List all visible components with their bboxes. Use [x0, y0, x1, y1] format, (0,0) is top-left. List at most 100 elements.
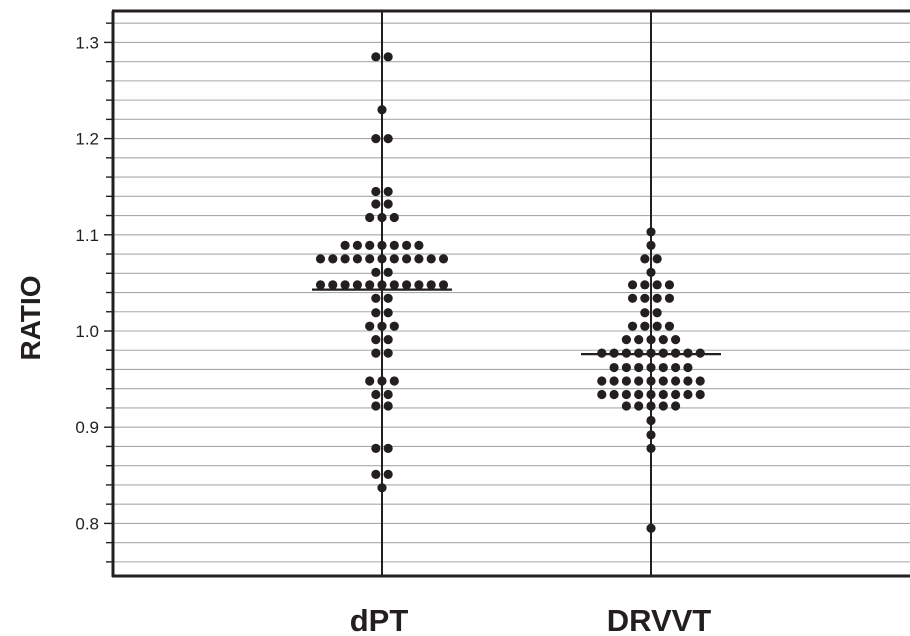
data-point-drvvt	[646, 335, 656, 345]
category-labels: dPT DRVVT	[350, 603, 712, 636]
data-point-dpt	[426, 280, 436, 290]
data-point-dpt	[389, 376, 399, 386]
data-point-dpt	[377, 280, 387, 290]
data-point-drvvt	[627, 293, 638, 303]
data-point-drvvt	[621, 401, 632, 411]
data-point-dpt	[383, 186, 393, 197]
data-point-dpt	[377, 254, 387, 264]
data-point-dpt	[402, 280, 412, 290]
data-point-dpt	[371, 335, 381, 345]
data-point-drvvt	[597, 389, 607, 400]
data-point-drvvt	[646, 240, 656, 250]
data-point-drvvt	[695, 376, 705, 386]
data-point-dpt	[340, 254, 350, 264]
data-point-drvvt	[671, 401, 681, 411]
data-point-dpt	[383, 267, 393, 277]
data-point-drvvt	[640, 308, 650, 318]
data-point-dpt	[383, 401, 393, 411]
data-point-dpt	[365, 321, 375, 331]
data-point-drvvt	[658, 362, 668, 373]
data-point-dpt	[371, 199, 381, 209]
data-point-dpt	[365, 376, 375, 386]
mean-lines	[312, 288, 721, 356]
data-point-dpt	[371, 293, 381, 303]
plot-frame	[111, 9, 910, 578]
data-point-dpt	[340, 240, 350, 250]
data-point-drvvt	[658, 376, 668, 386]
data-point-dpt	[365, 280, 375, 290]
data-point-dpt	[365, 254, 375, 264]
data-point-drvvt	[664, 280, 675, 290]
data-point-dpt	[371, 469, 381, 479]
data-point-dpt	[371, 52, 381, 62]
data-point-drvvt	[621, 335, 632, 345]
data-point-drvvt	[640, 293, 650, 303]
data-point-dpt	[402, 240, 412, 250]
data-point-drvvt	[664, 321, 675, 331]
data-point-drvvt	[646, 362, 656, 373]
data-point-dpt	[438, 254, 449, 264]
data-point-dpt	[365, 240, 375, 250]
y-tick-label: 1.3	[75, 33, 99, 52]
data-point-drvvt	[640, 280, 650, 290]
data-point-dpt	[371, 401, 381, 411]
data-point-drvvt	[621, 362, 632, 373]
data-point-drvvt	[683, 362, 693, 373]
data-point-dpt	[377, 321, 387, 331]
data-point-dpt	[383, 293, 393, 303]
data-point-dpt	[383, 308, 393, 318]
data-point-dpt	[383, 199, 393, 209]
data-point-dpt	[377, 212, 387, 223]
data-point-dpt	[377, 483, 387, 493]
data-point-dpt	[389, 240, 399, 250]
data-point-drvvt	[658, 401, 668, 411]
data-point-dpt	[389, 254, 399, 264]
data-point-dpt	[371, 267, 381, 277]
y-tick-label: 1.0	[75, 322, 99, 341]
y-tick-label: 1.2	[75, 130, 99, 149]
data-point-drvvt	[609, 376, 619, 386]
data-point-dpt	[383, 52, 393, 62]
data-point-drvvt	[652, 293, 662, 303]
data-point-dpt	[371, 348, 381, 358]
data-point-dpt	[371, 134, 381, 144]
category-label: dPT	[350, 603, 409, 636]
data-point-dpt	[402, 254, 412, 264]
data-point-drvvt	[627, 321, 638, 331]
data-point-dpt	[352, 254, 362, 264]
data-point-drvvt	[646, 401, 656, 411]
data-point-dpt	[383, 134, 393, 144]
data-point-dpt	[377, 240, 387, 250]
data-point-drvvt	[646, 523, 656, 533]
data-point-dpt	[352, 280, 362, 290]
data-point-dpt	[340, 280, 350, 290]
y-axis-label: RATIO	[15, 275, 46, 360]
data-point-dpt	[328, 254, 338, 264]
data-point-dpt	[383, 443, 393, 453]
data-point-drvvt	[634, 389, 644, 400]
data-point-dpt	[414, 280, 424, 290]
data-point-drvvt	[627, 280, 638, 290]
data-point-drvvt	[658, 389, 668, 400]
category-axes	[381, 11, 652, 576]
data-point-drvvt	[634, 376, 644, 386]
data-point-drvvt	[683, 389, 693, 400]
data-point-dpt	[383, 335, 393, 345]
gridlines	[113, 22, 910, 563]
data-point-drvvt	[621, 389, 632, 400]
data-point-dpt	[315, 254, 326, 264]
data-point-drvvt	[634, 335, 644, 345]
data-point-dpt	[383, 348, 393, 358]
data-point-dpt	[371, 186, 381, 197]
category-label: DRVVT	[607, 603, 712, 636]
data-point-drvvt	[646, 415, 656, 426]
data-point-drvvt	[646, 389, 656, 400]
data-point-drvvt	[658, 335, 668, 345]
y-axis-tick-labels: 0.8 0.9 1.0 1.1 1.2 1.3	[75, 33, 99, 533]
data-point-drvvt	[597, 376, 607, 386]
data-point-dpt	[383, 469, 393, 479]
data-point-drvvt	[609, 389, 619, 400]
data-point-dpt	[315, 280, 326, 290]
data-point-drvvt	[652, 280, 662, 290]
data-point-dpt	[438, 280, 449, 290]
